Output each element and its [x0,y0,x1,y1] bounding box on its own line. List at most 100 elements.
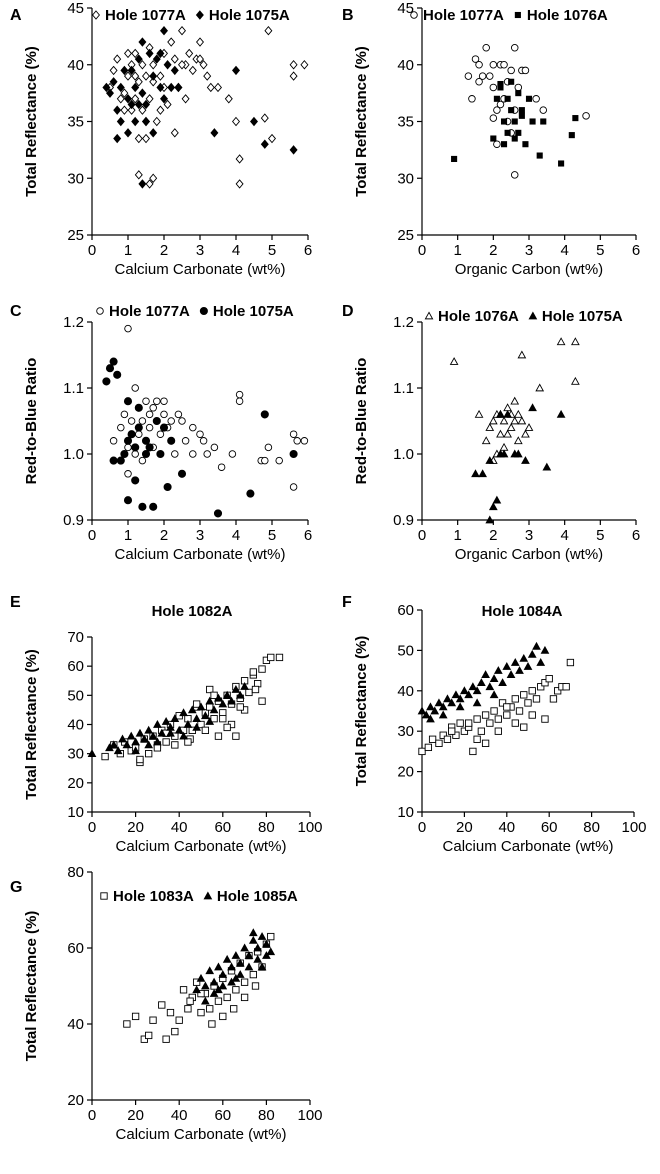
x-tick-label: 100 [297,819,322,836]
data-point [118,734,127,743]
data-point [300,437,309,445]
x-tick-label: 6 [304,242,312,259]
data-point [267,932,275,941]
data-point [113,105,122,115]
legend-marker [199,306,208,316]
panel-c: C 0 1 2 3 4 5 6 0.9 1.0 1.1 1.2 Calcium Carbonate (w… [10,303,312,563]
data-point [163,99,172,110]
data-point [160,94,168,104]
data-point [179,986,188,994]
panel-letter-a: A [10,7,22,24]
data-point [257,962,267,971]
data-point [105,364,115,373]
data-point [510,657,520,666]
data-point [566,658,575,667]
data-point [518,107,525,114]
x-tick-label: 60 [214,1107,231,1124]
data-point [178,26,186,36]
data-point [131,71,140,81]
data-point [127,99,136,110]
data-point [232,116,240,127]
data-point [568,132,575,139]
data-point [162,738,170,746]
x-tick-label: 5 [268,242,276,259]
data-point [200,996,210,1005]
data-point [532,641,541,650]
legend-marker [514,11,521,19]
data-point [102,377,111,386]
data-point [134,403,143,412]
data-point [521,66,530,75]
data-point [170,54,179,64]
x-tick-label: 60 [541,819,558,836]
data-point [511,118,518,125]
data-point [145,410,154,419]
x-tick-label: 0 [88,819,96,836]
data-point [124,94,132,104]
data-point [209,989,219,997]
y-tick-label: 30 [67,746,84,763]
y-tick-label: 60 [67,658,84,675]
data-point [434,698,444,707]
data-point [200,981,210,990]
data-point [197,1008,205,1017]
data-point [134,54,143,64]
series-2 [102,357,298,518]
legend-marker [100,892,108,900]
data-point [542,462,552,471]
data-point [222,690,232,699]
y-axis-label: Total Reflectance (%) [353,46,370,197]
x-tick-label: 0 [418,819,426,836]
data-point [244,951,254,959]
legend-marker [195,10,204,20]
x-tick-label: 20 [127,819,144,836]
data-point [253,943,263,952]
data-point [142,397,150,405]
data-point [556,409,566,418]
data-point [249,970,257,979]
data-point [524,699,532,707]
data-point [217,463,226,471]
data-point [275,653,284,662]
data-point [235,154,244,164]
data-point [175,1016,183,1024]
data-point [236,703,244,711]
data-point [210,443,219,452]
data-point [149,128,158,138]
data-point [452,731,460,739]
y-tick-label: 35 [397,114,414,131]
y-tick-label: 45 [67,0,84,17]
data-point [289,60,298,70]
data-point [126,731,136,740]
data-point [149,1016,157,1024]
data-point [474,409,484,418]
data-point [183,719,193,728]
panel-letter-e: E [10,594,21,611]
data-point [156,71,165,81]
data-point [123,496,133,505]
x-tick-label: 40 [171,819,188,836]
data-point [532,95,540,103]
data-point [124,128,132,138]
data-point [469,747,477,756]
data-point [227,962,236,971]
legend-entry: Hole 1083A [113,888,194,905]
data-point [289,145,298,155]
x-tick-label: 20 [127,1107,144,1124]
legend-marker [410,11,418,19]
data-point [219,715,227,723]
data-point [174,82,183,93]
data-point [473,715,481,723]
x-tick-label: 2 [160,527,168,544]
data-point [235,958,245,967]
data-point [500,61,508,69]
data-point [504,129,511,136]
data-point [177,469,187,478]
data-point [536,657,546,666]
series-1 [123,932,275,1043]
data-point [249,668,257,676]
data-point [123,436,133,445]
data-point [481,670,490,678]
y-tick-label: 30 [397,723,414,740]
